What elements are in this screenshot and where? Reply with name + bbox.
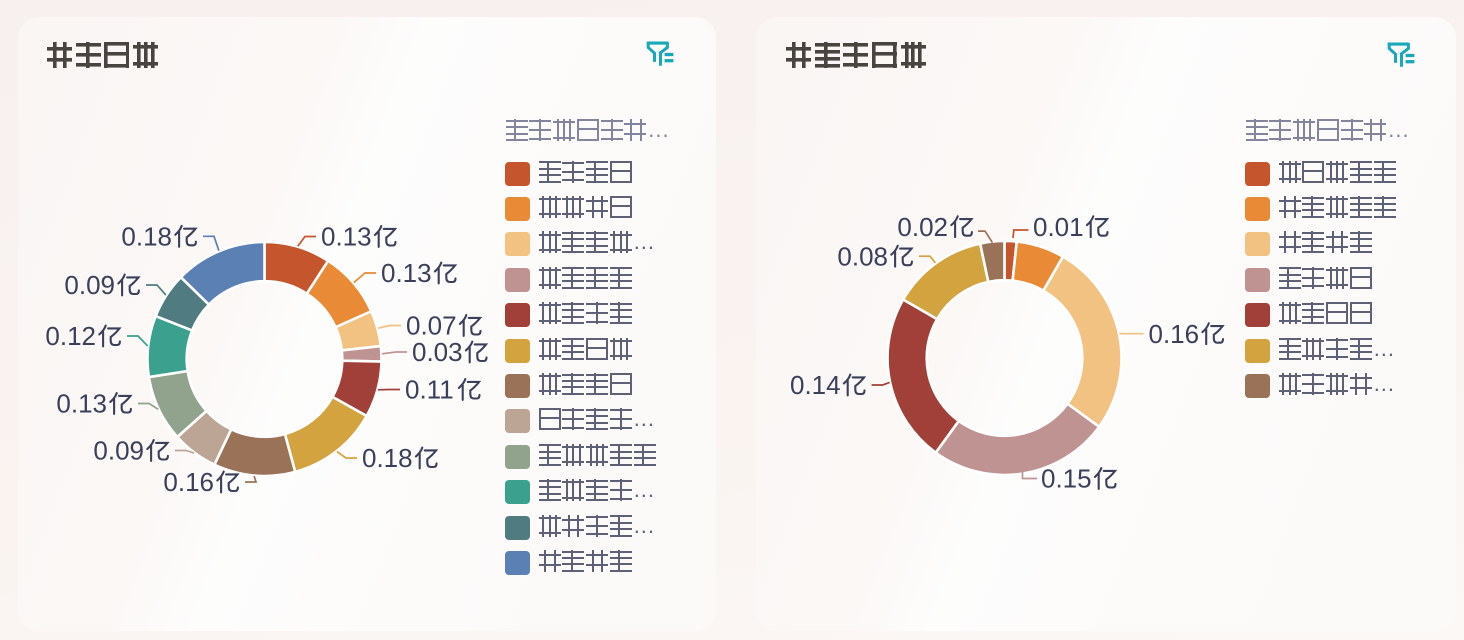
- svg-text:0.11: 0.11: [405, 375, 454, 405]
- svg-text:0.13: 0.13: [321, 222, 372, 252]
- svg-text:0.15: 0.15: [1041, 464, 1092, 494]
- svg-text:0.09: 0.09: [93, 436, 144, 466]
- svg-text:0.18: 0.18: [362, 443, 413, 473]
- svg-text:0.07: 0.07: [406, 311, 457, 341]
- svg-text:0.16: 0.16: [1149, 319, 1200, 349]
- svg-text:0.03: 0.03: [412, 337, 463, 367]
- svg-text:0.12: 0.12: [45, 321, 96, 351]
- svg-text:0.14: 0.14: [790, 370, 841, 400]
- svg-text:0.08: 0.08: [837, 241, 888, 271]
- svg-text:0.01: 0.01: [1033, 212, 1084, 242]
- svg-text:0.16: 0.16: [163, 467, 214, 497]
- svg-text:0.09: 0.09: [64, 270, 115, 300]
- svg-text:0.02: 0.02: [897, 212, 948, 242]
- svg-text:0.13: 0.13: [381, 258, 432, 288]
- svg-text:0.18: 0.18: [121, 222, 172, 252]
- svg-text:0.13: 0.13: [56, 389, 107, 419]
